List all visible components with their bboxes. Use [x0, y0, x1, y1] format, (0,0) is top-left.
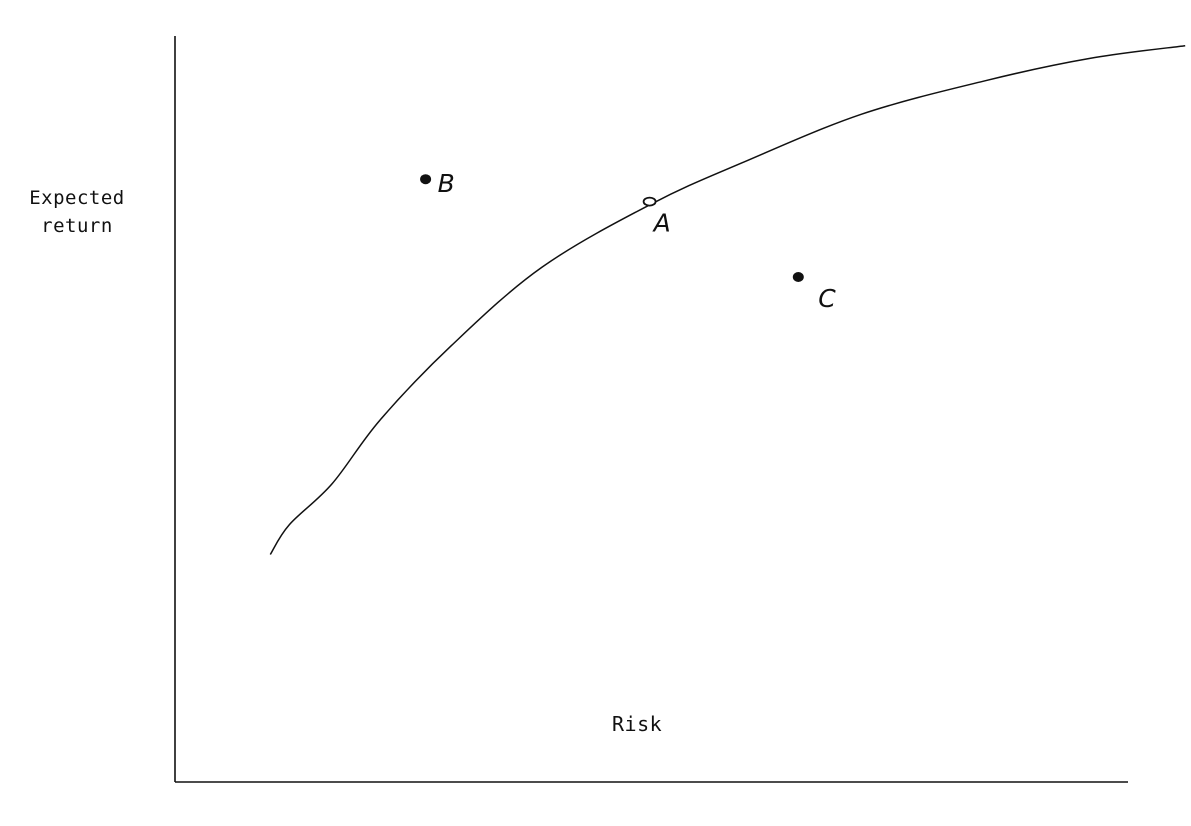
- point-layer: A B C: [420, 169, 836, 313]
- curve-layer: [269, 44, 1186, 555]
- y-axis-label-line-2: return: [41, 215, 113, 237]
- y-axis-label-line-1: Expected: [29, 187, 125, 209]
- y-axis-label: Expected return: [6, 184, 148, 240]
- point-b-label: B: [438, 169, 455, 198]
- frontier-curve-0: [269, 44, 1186, 555]
- point-a-marker: [642, 196, 657, 207]
- x-axis-label: Risk: [612, 712, 663, 736]
- point-c-marker: [792, 272, 804, 282]
- point-b-marker: [420, 174, 432, 185]
- point-a-label: A: [652, 209, 671, 238]
- point-c-label: C: [818, 284, 836, 313]
